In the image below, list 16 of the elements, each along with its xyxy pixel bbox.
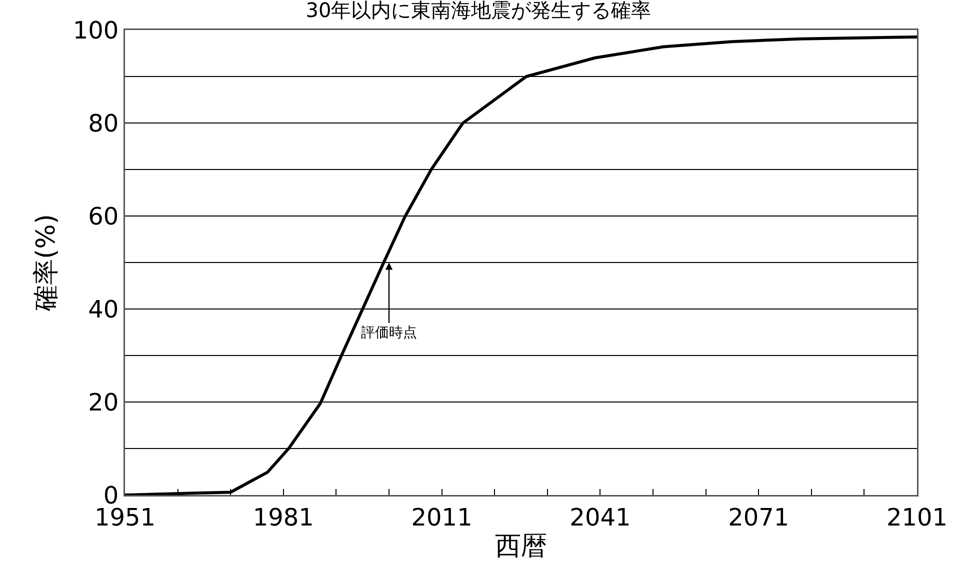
- x-tick-label: 2011: [411, 503, 472, 532]
- y-tick-label: 40: [88, 295, 119, 324]
- x-tick-label: 1951: [94, 503, 156, 532]
- y-tick-label: 80: [88, 109, 119, 138]
- x-tick-label: 2101: [886, 503, 948, 532]
- x-axis-title: 西暦: [495, 532, 547, 562]
- x-tick-label: 1981: [252, 503, 314, 532]
- x-tick-label: 2071: [728, 503, 790, 532]
- y-axis-title: 確率(%): [32, 214, 62, 312]
- y-tick-label: 20: [88, 388, 119, 416]
- y-tick-label: 100: [72, 16, 119, 44]
- chart-title: 30年以内に東南海地震が発生する確率: [306, 0, 652, 22]
- line-series: [125, 35, 917, 495]
- y-tick-label: 60: [88, 202, 119, 230]
- x-tick-label: 2041: [570, 503, 631, 532]
- annotation: 評価時点: [361, 325, 417, 341]
